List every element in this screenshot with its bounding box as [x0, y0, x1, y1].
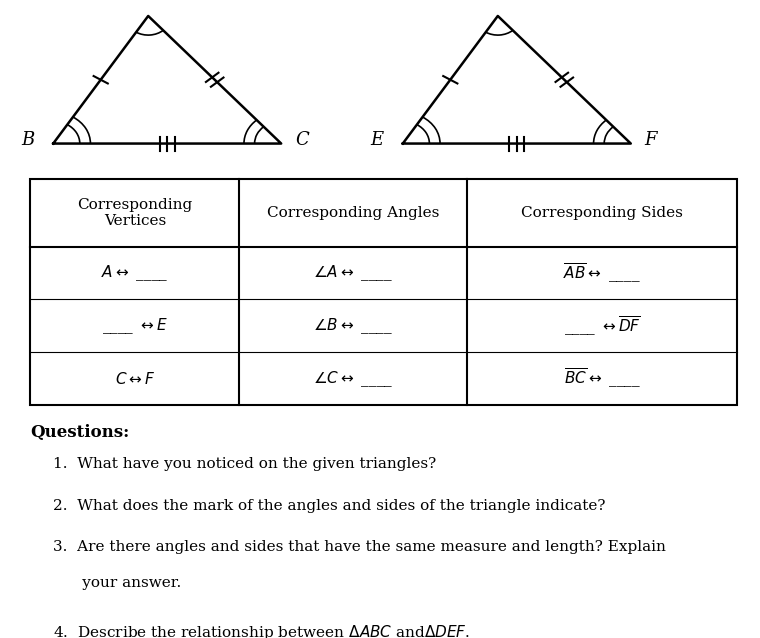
Text: C: C — [295, 131, 309, 149]
Text: B: B — [21, 131, 34, 149]
Text: $C \leftrightarrow F$: $C \leftrightarrow F$ — [115, 371, 155, 387]
Text: D: D — [491, 0, 505, 4]
Text: $\overline{AB} \leftrightarrow$ ____: $\overline{AB} \leftrightarrow$ ____ — [563, 261, 641, 285]
Text: E: E — [371, 131, 384, 149]
Text: ____ $\leftrightarrow E$: ____ $\leftrightarrow E$ — [102, 316, 168, 336]
Text: Corresponding Sides: Corresponding Sides — [521, 205, 683, 219]
Text: 1.  What have you noticed on the given triangles?: 1. What have you noticed on the given tr… — [53, 457, 436, 471]
Text: Corresponding Angles: Corresponding Angles — [268, 205, 439, 219]
Text: $A \leftrightarrow$ ____: $A \leftrightarrow$ ____ — [101, 263, 169, 283]
Text: $\angle B \leftrightarrow$ ____: $\angle B \leftrightarrow$ ____ — [313, 316, 394, 336]
Text: ____ $\leftrightarrow \overline{DF}$: ____ $\leftrightarrow \overline{DF}$ — [564, 314, 641, 338]
Text: F: F — [644, 131, 657, 149]
Text: Corresponding
Vertices: Corresponding Vertices — [78, 198, 192, 228]
Text: $\overline{BC} \leftrightarrow$ ____: $\overline{BC} \leftrightarrow$ ____ — [564, 367, 641, 390]
Text: $\angle A \leftrightarrow$ ____: $\angle A \leftrightarrow$ ____ — [313, 263, 394, 283]
Text: Questions:: Questions: — [30, 424, 130, 441]
Text: 2.  What does the mark of the angles and sides of the triangle indicate?: 2. What does the mark of the angles and … — [53, 499, 606, 513]
Text: A: A — [141, 0, 155, 4]
Text: your answer.: your answer. — [53, 575, 182, 590]
Text: $\angle C \leftrightarrow$ ____: $\angle C \leftrightarrow$ ____ — [313, 369, 394, 389]
Text: 3.  Are there angles and sides that have the same measure and length? Explain: 3. Are there angles and sides that have … — [53, 540, 666, 554]
Text: 4.  Describe the relationship between $\Delta ABC$ and$\Delta DEF$.: 4. Describe the relationship between $\D… — [53, 623, 470, 638]
